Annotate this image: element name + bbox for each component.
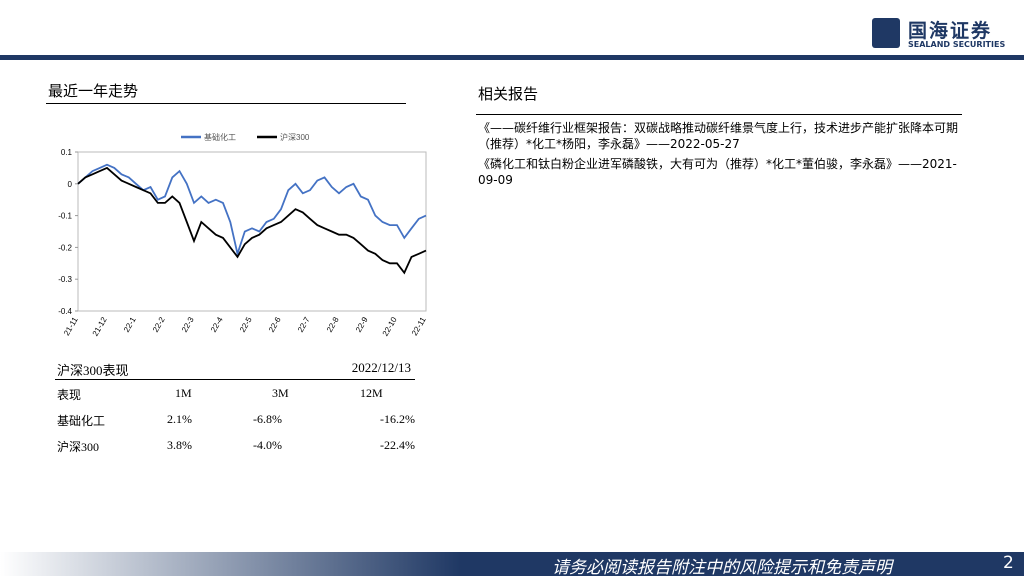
report-item: 《——碳纤维行业框架报告：双碳战略推动碳纤维景气度上行，技术进步产能扩张降本可期…	[478, 121, 959, 151]
footer-bar	[0, 552, 1024, 576]
table-cell: 基础化工	[57, 414, 106, 428]
logo-icon	[872, 18, 900, 48]
x-tick-label: 22-6	[267, 315, 283, 334]
column-header: 12M	[360, 386, 383, 400]
series-line	[77, 166, 427, 275]
chart: 0.1 0 -0.1 -0.2 -0.3 -0.421-11 21-12 22-1 22-2 22…	[58, 132, 428, 338]
reports-heading: 相关报告	[478, 85, 539, 103]
x-tick-label: 22-2	[151, 315, 167, 334]
table-cell: 2.1%	[167, 412, 192, 426]
legend-label: 沪深300	[280, 132, 310, 142]
x-tick-label: 22-11	[410, 315, 428, 337]
y-tick-label: 0.1	[61, 148, 73, 157]
table-cell: -4.0%	[253, 438, 282, 452]
x-tick-label: 22-7	[296, 315, 312, 334]
x-tick-label: 21-12	[91, 315, 109, 338]
rule	[46, 103, 406, 104]
page-number: 2	[1003, 553, 1014, 573]
trend-heading: 最近一年走势	[48, 82, 139, 100]
logo-en: SEALAND SECURITIES	[908, 40, 1006, 49]
report-item: 《磷化工和钛白粉企业进军磷酸铁，大有可为（推荐）*化工*董伯骏，李永磊》——20…	[478, 157, 957, 187]
y-tick-label: -0.1	[58, 212, 72, 221]
y-tick-label: -0.2	[58, 243, 72, 252]
plot-frame	[77, 151, 427, 312]
column-header: 表现	[57, 388, 82, 402]
table-cell: -6.8%	[253, 412, 282, 426]
x-tick-label: 22-8	[325, 315, 341, 334]
legend-label: 基础化工	[204, 132, 236, 142]
x-tick-label: 21-11	[62, 315, 80, 337]
x-tick-label: 22-3	[180, 315, 196, 334]
table-date: 2022/12/13	[351, 360, 411, 375]
x-tick-label: 22-1	[122, 315, 138, 334]
x-tick-label: 22-4	[209, 315, 225, 334]
y-tick-label: 0	[68, 180, 73, 189]
rule	[55, 379, 415, 380]
column-header: 1M	[175, 386, 192, 400]
table-cell: -16.2%	[380, 412, 415, 426]
report-list: 《——碳纤维行业框架报告：双碳战略推动碳纤维景气度上行，技术进步产能扩张降本可期…	[478, 120, 958, 188]
table-cell: 沪深300	[57, 440, 100, 454]
x-tick-label: 22-9	[354, 315, 370, 334]
y-tick-label: -0.3	[58, 275, 72, 284]
top-rule	[0, 55, 1024, 60]
x-tick-label: 22-5	[238, 315, 254, 334]
x-tick-label: 22-10	[381, 315, 399, 338]
table-cell: 3.8%	[167, 438, 192, 452]
series-line	[77, 163, 427, 258]
table-cell: -22.4%	[380, 438, 415, 452]
column-header: 3M	[272, 386, 289, 400]
table-title: 沪深300表现	[57, 363, 129, 378]
disclaimer: 请务必阅读报告附注中的风险提示和免责声明	[552, 558, 892, 578]
rule	[476, 114, 962, 115]
y-tick-label: -0.4	[58, 307, 72, 316]
logo: 国海证券 SEALAND SECURITIES	[872, 16, 1022, 52]
logo-cn: 国海证券	[908, 20, 993, 42]
